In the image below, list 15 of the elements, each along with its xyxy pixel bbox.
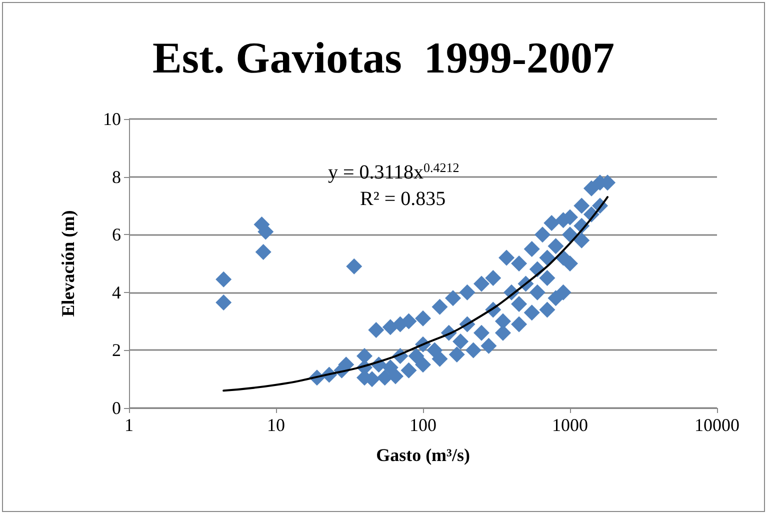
- chart-title: Est. Gaviotas 1999-2007: [152, 34, 614, 82]
- x-axis-title: Gasto (m³/s): [376, 445, 470, 465]
- y-tick-label: 4: [112, 282, 121, 302]
- x-tick-label: 10000: [694, 415, 740, 435]
- annotation: R² = 0.835: [360, 188, 446, 210]
- y-tick-label: 2: [112, 340, 121, 360]
- x-tick-label: 100: [410, 415, 436, 435]
- y-tick-label: 10: [103, 109, 121, 129]
- y-tick-label: 6: [112, 224, 121, 245]
- y-tick-label: 8: [112, 166, 121, 187]
- x-tick-label: 1000: [552, 415, 588, 435]
- y-tick-label: 0: [112, 398, 121, 418]
- y-axis-title: Elevación (m): [58, 210, 78, 317]
- x-tick-label: 10: [267, 415, 285, 435]
- x-tick-label: 1: [124, 415, 134, 435]
